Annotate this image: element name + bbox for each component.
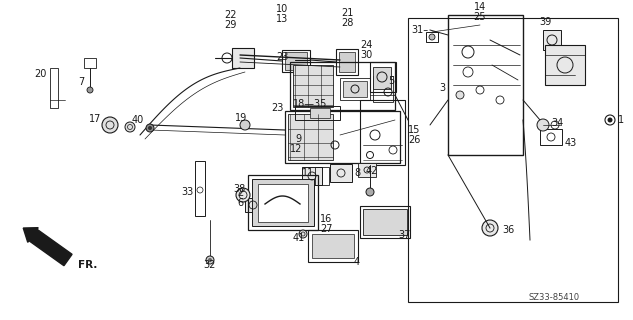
Text: 5: 5 xyxy=(388,76,394,86)
Bar xyxy=(290,62,395,110)
Text: 3: 3 xyxy=(439,83,445,93)
Text: 33: 33 xyxy=(182,187,194,197)
Circle shape xyxy=(366,188,374,196)
Circle shape xyxy=(236,188,250,202)
Bar xyxy=(343,81,367,97)
Text: 2
6: 2 6 xyxy=(238,188,244,208)
Text: 22
29: 22 29 xyxy=(225,10,237,30)
Text: 8: 8 xyxy=(354,168,360,178)
Bar xyxy=(252,179,314,226)
Bar xyxy=(312,234,354,258)
Bar xyxy=(285,111,400,163)
Text: 32: 32 xyxy=(204,260,216,270)
Text: 24
30: 24 30 xyxy=(361,40,373,60)
Text: 11: 11 xyxy=(302,168,314,178)
Bar xyxy=(282,50,310,72)
Bar xyxy=(84,58,96,68)
Text: 23: 23 xyxy=(272,103,284,113)
Bar xyxy=(285,52,307,70)
Bar xyxy=(248,175,318,230)
Circle shape xyxy=(206,256,214,264)
Text: 39: 39 xyxy=(539,17,551,27)
Bar xyxy=(373,76,393,102)
Text: 21
28: 21 28 xyxy=(341,8,353,28)
Bar xyxy=(310,108,330,118)
Text: 37: 37 xyxy=(399,230,411,240)
Circle shape xyxy=(608,117,613,123)
Bar xyxy=(360,100,405,165)
Bar xyxy=(336,49,358,75)
Bar xyxy=(370,62,396,92)
Circle shape xyxy=(482,220,498,236)
Text: 1: 1 xyxy=(618,115,624,125)
Text: 18—35: 18—35 xyxy=(293,99,327,109)
Text: 9
12: 9 12 xyxy=(290,134,302,155)
Circle shape xyxy=(429,34,435,40)
Bar xyxy=(245,198,261,212)
Text: 17: 17 xyxy=(89,114,101,124)
Bar xyxy=(293,65,333,107)
Bar xyxy=(330,164,352,182)
FancyArrow shape xyxy=(23,228,72,266)
Text: 40: 40 xyxy=(132,115,144,125)
Circle shape xyxy=(102,117,118,133)
Bar xyxy=(426,32,438,42)
Bar xyxy=(545,45,585,85)
Text: 20: 20 xyxy=(35,69,47,79)
Bar xyxy=(358,163,376,177)
Circle shape xyxy=(87,87,93,93)
Text: 23: 23 xyxy=(277,52,289,62)
Bar xyxy=(288,114,333,160)
Text: 31–: 31– xyxy=(411,25,428,35)
Bar xyxy=(360,206,410,238)
Bar xyxy=(448,15,523,155)
Bar xyxy=(195,161,205,216)
Circle shape xyxy=(125,122,135,132)
Circle shape xyxy=(148,126,152,130)
Text: 43: 43 xyxy=(565,138,577,148)
Text: 41: 41 xyxy=(292,233,305,243)
Text: 15
26: 15 26 xyxy=(408,124,420,145)
Bar xyxy=(295,106,340,120)
Bar xyxy=(363,209,407,235)
Text: 38: 38 xyxy=(234,184,246,194)
Text: 19: 19 xyxy=(235,113,247,123)
Circle shape xyxy=(456,91,464,99)
Bar xyxy=(315,167,329,185)
Text: FR.: FR. xyxy=(78,260,97,270)
Text: 42: 42 xyxy=(366,166,378,176)
Bar xyxy=(50,68,58,108)
Text: SZ33-85410: SZ33-85410 xyxy=(529,293,580,302)
Bar xyxy=(540,129,562,145)
Bar xyxy=(340,78,370,100)
Text: 14
25: 14 25 xyxy=(473,2,486,22)
Circle shape xyxy=(299,230,307,238)
Bar xyxy=(543,30,561,50)
Circle shape xyxy=(208,258,212,262)
Bar xyxy=(373,67,391,89)
Bar xyxy=(258,184,308,222)
Text: 16
27: 16 27 xyxy=(320,214,332,234)
Text: 4: 4 xyxy=(354,257,360,267)
Text: 10
13: 10 13 xyxy=(276,4,288,24)
Text: 36: 36 xyxy=(502,225,514,235)
Bar xyxy=(408,18,618,302)
Bar xyxy=(339,52,355,72)
Circle shape xyxy=(537,119,549,131)
Text: 34: 34 xyxy=(551,118,563,128)
Bar xyxy=(302,167,322,185)
Bar xyxy=(308,230,358,262)
Circle shape xyxy=(240,120,250,130)
Bar xyxy=(232,48,254,68)
Text: 7: 7 xyxy=(78,77,84,87)
Circle shape xyxy=(146,124,154,132)
